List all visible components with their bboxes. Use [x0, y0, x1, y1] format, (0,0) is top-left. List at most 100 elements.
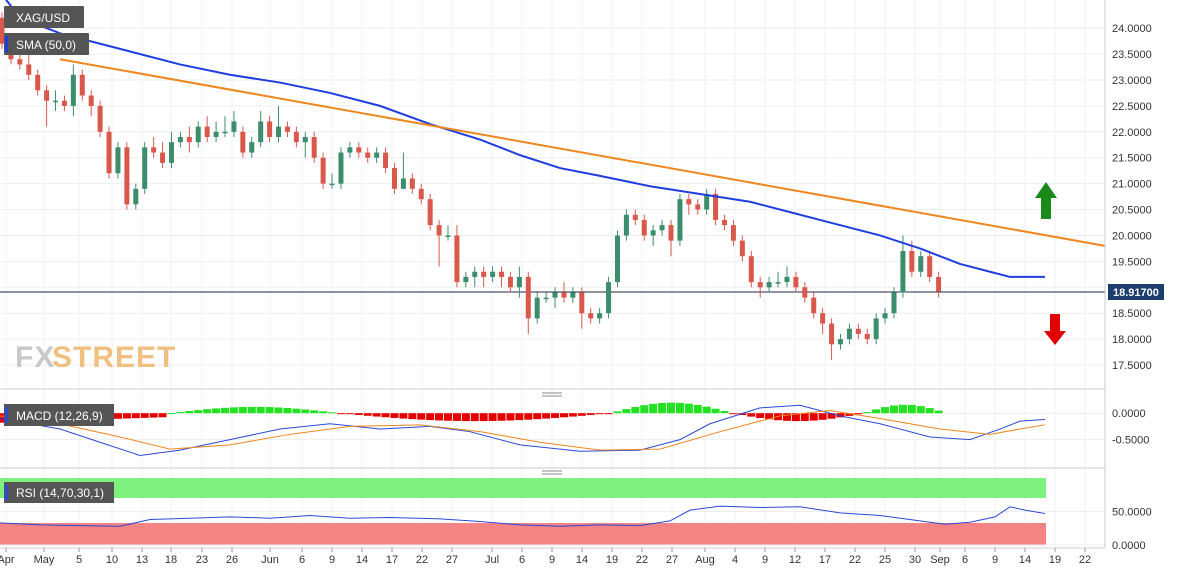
- candle-body: [846, 328, 852, 340]
- candle-body: [213, 131, 219, 137]
- macd-bar: [203, 409, 212, 414]
- candle: [873, 313, 879, 345]
- candle: [409, 173, 415, 194]
- y-tick-label: 23.5000: [1112, 49, 1152, 61]
- candle: [579, 287, 585, 329]
- y-tick-label: 22.0000: [1112, 127, 1152, 139]
- macd-bar: [747, 413, 756, 417]
- macd-bar: [845, 413, 854, 416]
- candle: [775, 271, 781, 288]
- rsi-panel[interactable]: 50.0000 0.0000 RSI (14,70,30,1): [0, 478, 1152, 552]
- candle: [525, 271, 531, 334]
- x-tick-label: 27: [666, 554, 678, 566]
- x-tick-label: 4: [732, 554, 738, 566]
- candle: [374, 147, 380, 163]
- candle: [472, 266, 478, 288]
- candle: [338, 147, 344, 189]
- macd-bar: [229, 407, 238, 414]
- candle: [927, 251, 933, 283]
- candle: [713, 188, 719, 226]
- candle-body: [864, 333, 870, 340]
- x-tick-label: Apr: [0, 554, 15, 566]
- macd-bar: [265, 407, 274, 414]
- macd-bar: [328, 412, 337, 414]
- candle: [0, 12, 5, 49]
- panel-resize-handle-2[interactable]: [542, 470, 562, 475]
- candle: [606, 276, 612, 319]
- x-tick-label: 10: [106, 554, 118, 566]
- rsi-oversold-zone: [0, 523, 1046, 545]
- candle-body: [543, 297, 549, 300]
- price-axis: 24.0000 23.5000 23.0000 22.5000 22.0000 21.50…: [1112, 23, 1152, 372]
- macd-bar: [738, 413, 747, 416]
- macd-bar: [292, 408, 301, 414]
- candle: [891, 287, 897, 319]
- x-tick-label: 23: [196, 554, 208, 566]
- macd-bar: [533, 413, 542, 420]
- macd-axis: 0.0000 -0.5000: [1112, 408, 1149, 446]
- candle-body: [88, 95, 94, 106]
- candle-body: [829, 323, 835, 345]
- candle-body: [873, 318, 879, 340]
- candle: [802, 282, 808, 303]
- sma-swatch: [5, 36, 8, 52]
- candle-body: [837, 339, 843, 345]
- macd-bar: [399, 413, 408, 419]
- candle-body: [730, 225, 736, 241]
- macd-panel[interactable]: 0.0000 -0.5000 MACD (12,26,9): [0, 402, 1149, 456]
- x-tick-label: 9: [762, 554, 768, 566]
- candle-body: [820, 313, 826, 324]
- candle-body: [739, 240, 745, 257]
- candle: [632, 209, 638, 226]
- x-tick-label: 6: [962, 554, 968, 566]
- candle-body: [391, 168, 397, 189]
- candle: [481, 266, 487, 288]
- candle-body: [668, 225, 674, 241]
- macd-bar: [800, 413, 809, 422]
- candle: [213, 121, 219, 143]
- candle-body: [579, 292, 585, 314]
- candle: [391, 162, 397, 194]
- candle: [561, 282, 567, 303]
- candle-body: [383, 152, 389, 169]
- y-tick-label: 21.5000: [1112, 153, 1152, 165]
- candle: [855, 323, 861, 340]
- candle-body: [365, 152, 371, 158]
- candle: [249, 136, 255, 158]
- macd-bar: [542, 413, 551, 419]
- macd-bar: [390, 413, 399, 418]
- candle: [44, 85, 50, 127]
- macd-label: MACD (12,26,9): [16, 409, 103, 423]
- candle: [614, 230, 620, 288]
- candle: [151, 136, 157, 158]
- candle-body: [26, 64, 32, 75]
- macd-bar: [310, 410, 319, 414]
- x-tick-label: 6: [519, 554, 525, 566]
- candle-body: [614, 235, 620, 283]
- rsi-tag[interactable]: [4, 482, 114, 503]
- candle: [882, 308, 888, 324]
- x-tick-label: 14: [1019, 554, 1031, 566]
- candle-body: [597, 313, 603, 319]
- candle: [186, 126, 192, 153]
- macd-bar: [898, 404, 907, 414]
- candle-body: [195, 126, 201, 143]
- candle: [124, 142, 130, 210]
- macd-bar: [426, 413, 435, 421]
- price-panel[interactable]: FX STREET 24.0000 23.5000 23.0000 22.5000 22…: [0, 0, 1164, 548]
- macd-bar: [274, 407, 283, 414]
- candle-body: [44, 90, 50, 101]
- sma-line: [5, 0, 1045, 278]
- macd-bar: [122, 413, 131, 419]
- panel-resize-handle-1[interactable]: [542, 392, 562, 397]
- sma-tag[interactable]: [4, 33, 89, 55]
- candle: [543, 292, 549, 303]
- price-tag-label: 18.91700: [1113, 287, 1159, 299]
- macd-tick-label: 0.0000: [1112, 408, 1146, 420]
- macd-tag[interactable]: [4, 404, 114, 426]
- candle: [427, 194, 433, 231]
- candle-body: [909, 251, 915, 272]
- candle-body: [177, 136, 183, 143]
- candle-body: [61, 100, 67, 106]
- y-tick-label: 19.5000: [1112, 256, 1152, 268]
